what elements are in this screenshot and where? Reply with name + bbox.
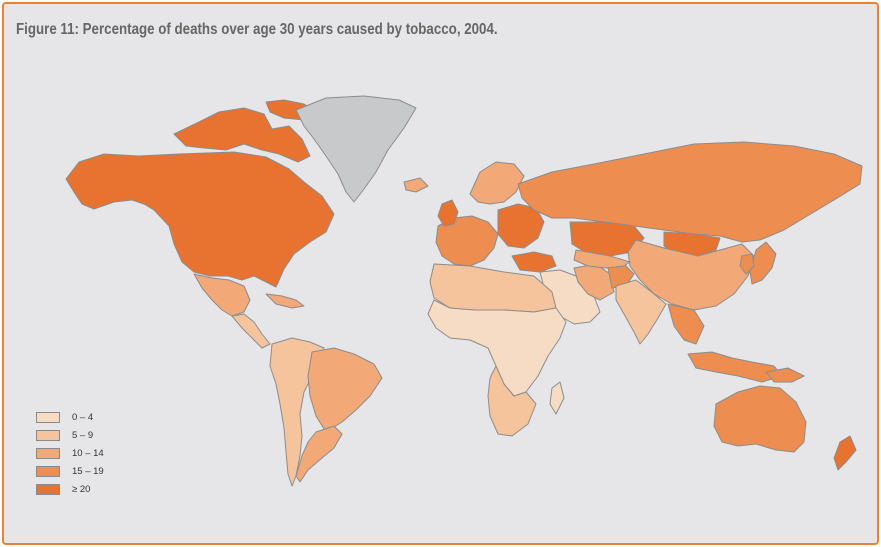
figure-title: Figure 11: Percentage of deaths over age… [16,21,498,38]
legend-label: 10 – 14 [72,447,104,459]
map-region-greenland [295,95,417,203]
legend-label: 5 – 9 [72,429,94,441]
map-region-southern-cone [295,425,343,483]
legend-item: 10 – 14 [36,444,104,462]
map-region-eastern-europe [497,203,545,249]
map-region-indonesia [687,351,783,383]
legend-swatch [36,465,60,477]
map-region-sub-saharan-africa [427,299,567,397]
map-legend: 0 – 4 5 – 9 10 – 14 15 – 19 ≥ 20 [36,408,104,498]
map-region-korea [739,253,755,275]
map-region-western-europe [435,215,499,267]
legend-item: 15 – 19 [36,462,104,480]
map-region-southern-africa [487,365,537,437]
legend-swatch [36,447,60,459]
legend-item: 5 – 9 [36,426,104,444]
map-region-turkey [511,251,557,273]
legend-swatch [36,411,60,423]
map-region-scandinavia [469,161,525,205]
legend-item: ≥ 20 [36,480,104,498]
map-region-southeast-asia [667,303,705,345]
map-region-north-america [65,151,335,288]
map-region-brazil [307,347,383,433]
map-region-central-asia [573,249,631,269]
world-map [65,95,863,487]
legend-item: 0 – 4 [36,408,104,426]
legend-swatch [36,483,60,495]
map-region-canadian-arctic [173,99,317,163]
legend-label: ≥ 20 [72,483,91,495]
legend-label: 15 – 19 [72,465,104,477]
map-region-australia [713,385,807,453]
legend-label: 0 – 4 [72,411,94,423]
legend-swatch [36,429,60,441]
map-region-papua-new-guinea [765,367,805,383]
map-region-new-zealand [833,435,857,471]
map-region-madagascar [549,381,565,415]
map-region-mongolia [663,231,721,257]
map-region-mexico [193,273,251,317]
map-region-united-kingdom [437,199,459,227]
map-region-india [615,279,667,345]
map-region-russia [517,141,863,243]
map-region-iceland [403,177,429,193]
map-region-caribbean [265,293,305,309]
map-region-central-america [231,313,271,349]
map-region-china [627,239,755,311]
map-region-japan [749,241,777,285]
